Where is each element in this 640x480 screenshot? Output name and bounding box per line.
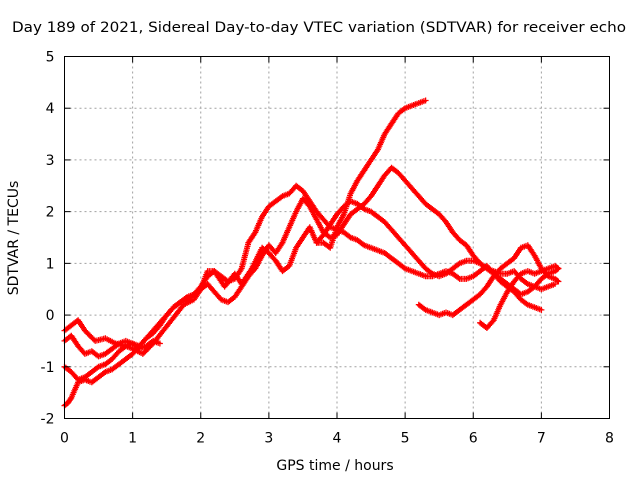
data-points: [61, 97, 562, 409]
y-tick-label: 1: [46, 256, 55, 272]
x-axis-label: GPS time / hours: [276, 458, 393, 474]
series-2: [61, 182, 545, 409]
series-markers: [477, 262, 562, 331]
x-tick-label: 1: [128, 431, 137, 447]
x-tick-label: 6: [469, 431, 478, 447]
y-tick-label: 4: [46, 101, 55, 117]
series-markers: [61, 164, 558, 360]
y-tick-label: -1: [41, 360, 55, 376]
x-tick-label: 2: [196, 431, 205, 447]
x-tick-label: 7: [537, 431, 546, 447]
y-tick-label: -2: [41, 412, 55, 428]
grid: [64, 56, 610, 419]
ticks: 0 1 2 3 4 5 6 7 8 -2 -1 0 1 2 3 4 5: [41, 50, 614, 447]
series-markers: [61, 182, 545, 409]
chart-title: Day 189 of 2021, Sidereal Day-to-day VTE…: [12, 20, 626, 36]
x-tick-label: 3: [264, 431, 273, 447]
x-tick-label: 8: [605, 431, 614, 447]
y-axis-label: SDTVAR / TECUs: [6, 181, 22, 296]
series-5: [313, 198, 562, 298]
series-markers: [313, 198, 562, 298]
y-tick-label: 5: [46, 50, 55, 66]
x-tick-label: 0: [60, 431, 69, 447]
series-3: [61, 164, 558, 360]
x-tick-label: 4: [333, 431, 342, 447]
series-7: [477, 262, 562, 331]
y-tick-label: 3: [46, 153, 55, 169]
y-tick-label: 2: [46, 205, 55, 221]
y-tick-label: 0: [46, 308, 55, 324]
x-tick-label: 5: [401, 431, 410, 447]
series-markers: [61, 97, 429, 357]
series-1: [61, 97, 429, 357]
